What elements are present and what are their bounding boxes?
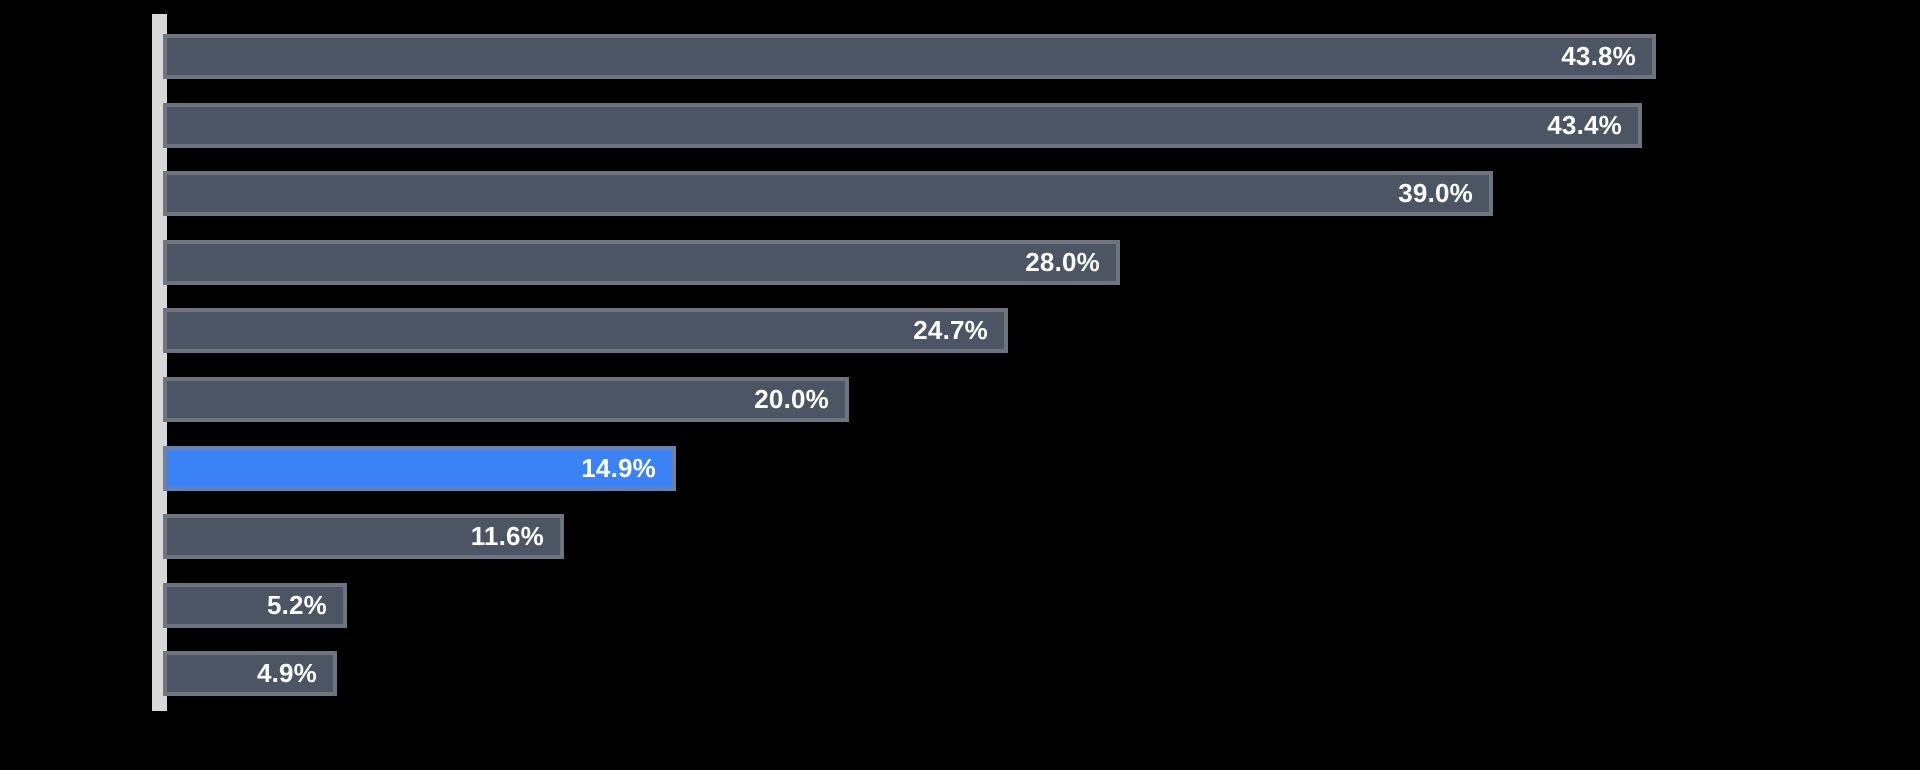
bar[interactable]: 20.0%	[163, 377, 849, 422]
bar[interactable]: 39.0%	[163, 171, 1493, 216]
bar-value-label: 43.4%	[1547, 110, 1622, 140]
bar-value-label: 11.6%	[470, 521, 544, 551]
bar-value-label: 43.8%	[1561, 41, 1636, 71]
bar-value-label: 4.9%	[256, 658, 317, 688]
bar[interactable]: 24.7%	[163, 308, 1008, 353]
bar[interactable]: 4.9%	[163, 651, 337, 696]
bar-value-label: 39.0%	[1398, 178, 1473, 208]
bar-value-label: 5.2%	[266, 590, 327, 620]
bar[interactable]: 43.4%	[163, 103, 1642, 148]
bar[interactable]: 43.8%	[163, 34, 1656, 79]
bar-value-label: 24.7%	[913, 315, 988, 345]
bar-value-label: 14.9%	[581, 453, 656, 483]
bar-selected[interactable]: 14.9%	[163, 446, 676, 491]
bar-value-label: 20.0%	[754, 384, 829, 414]
bar[interactable]: 11.6%	[163, 514, 564, 559]
bar[interactable]: 5.2%	[163, 583, 347, 628]
bar-value-label: 28.0%	[1025, 247, 1100, 277]
bar[interactable]: 28.0%	[163, 240, 1120, 285]
